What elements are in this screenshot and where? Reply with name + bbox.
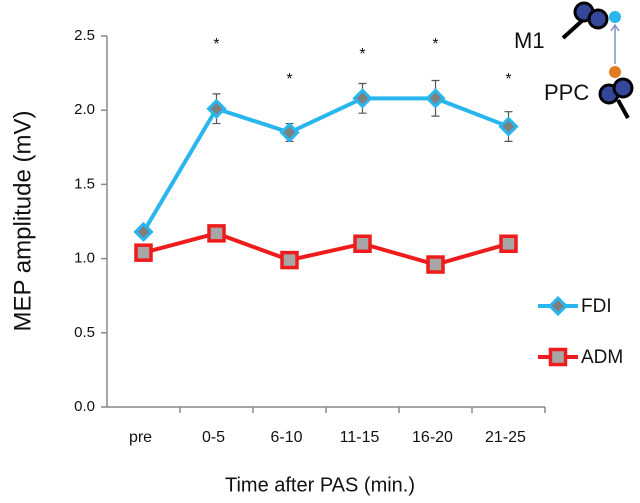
- y-axis-title: MEP amplitude (mV): [9, 111, 36, 332]
- y-tick-label: 2.5: [74, 27, 95, 44]
- y-tick-label: 1.0: [74, 250, 95, 267]
- significance-marker: *: [432, 36, 438, 53]
- legend-label: FDI: [581, 296, 612, 317]
- series-line: [142, 231, 510, 267]
- marker: [207, 224, 226, 243]
- marker: [425, 88, 446, 109]
- inset-label: M1: [514, 28, 545, 53]
- marker: [133, 221, 154, 243]
- significance-marker: *: [213, 36, 219, 53]
- x-tick-label: 11-15: [340, 429, 380, 446]
- significance-marker: *: [359, 46, 365, 63]
- x-tick-label: 21-25: [485, 429, 526, 446]
- coil: [612, 77, 634, 99]
- x-tick-label: 6-10: [270, 429, 302, 446]
- marker: [498, 116, 519, 137]
- node-ppc: [609, 66, 621, 78]
- y-tick-label: 0.5: [74, 324, 95, 341]
- x-tick-label: 0-5: [202, 429, 225, 446]
- coil: [587, 8, 609, 30]
- y-tick-label: 0.0: [74, 398, 95, 415]
- significance-marker: *: [505, 71, 511, 88]
- coil-handle: [561, 17, 586, 40]
- coil-handle: [616, 99, 630, 119]
- series-line: [141, 96, 510, 233]
- inset-label: PPC: [544, 80, 589, 105]
- marker: [206, 98, 227, 119]
- marker: [353, 234, 372, 254]
- legend-marker: [547, 295, 569, 317]
- arrow-head: [610, 23, 620, 32]
- x-tick-label: 16-20: [412, 429, 453, 446]
- y-tick-label: 2.0: [74, 101, 95, 118]
- y-tick-label: 1.5: [74, 175, 95, 192]
- legend-label: ADM: [581, 347, 623, 368]
- x-tick-label: pre: [129, 429, 152, 446]
- x-axis-title: Time after PAS (min.): [225, 474, 415, 496]
- inset-diagram: M1 PPC: [514, 1, 634, 119]
- significance-marker: *: [286, 71, 292, 88]
- marker: [499, 234, 518, 254]
- legend-marker: [548, 347, 568, 367]
- marker: [426, 255, 445, 274]
- marker: [134, 243, 153, 262]
- node-m1: [609, 11, 621, 23]
- marker: [352, 88, 373, 109]
- marker: [280, 250, 299, 270]
- marker: [279, 122, 300, 143]
